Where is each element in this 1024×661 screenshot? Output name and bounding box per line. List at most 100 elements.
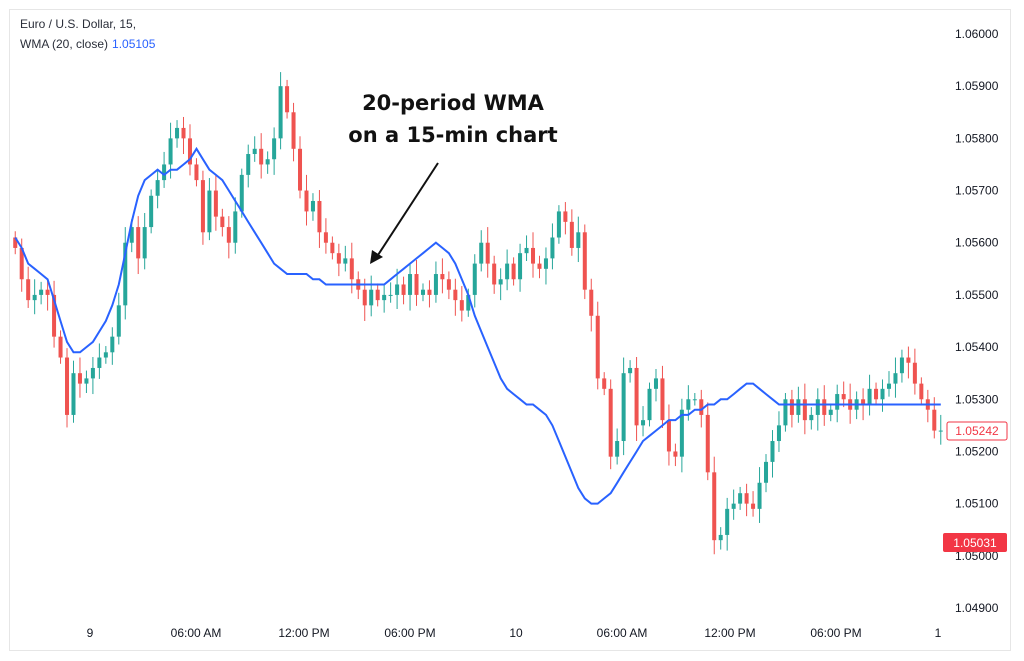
- candle-down: [537, 263, 542, 269]
- candle-up: [770, 441, 775, 462]
- candle-up: [382, 294, 387, 301]
- candle-up: [84, 378, 89, 384]
- candle-up: [408, 274, 413, 295]
- candle-up: [110, 336, 115, 353]
- x-tick-label: 10: [509, 626, 523, 640]
- candle-down: [906, 357, 911, 363]
- candle-up: [550, 237, 555, 259]
- candle-down: [26, 279, 31, 301]
- candle-down: [660, 378, 665, 421]
- candle-up: [233, 211, 238, 243]
- candle-up: [828, 409, 833, 415]
- candle-up: [647, 388, 652, 421]
- candle-up: [155, 180, 160, 196]
- candle-down: [595, 315, 600, 379]
- y-tick-label: 1.05200: [955, 444, 999, 458]
- candle-up: [867, 388, 872, 405]
- chart-frame: [9, 9, 1011, 651]
- candle-up: [938, 430, 943, 432]
- candle-up: [731, 503, 736, 509]
- candle-up: [149, 195, 154, 228]
- candle-up: [310, 200, 315, 212]
- candle-down: [19, 247, 24, 280]
- last-price-badge: 1.05031: [943, 533, 1007, 552]
- candle-up: [388, 294, 393, 296]
- candle-down: [531, 247, 536, 264]
- candle-down: [362, 289, 367, 306]
- candle-up: [162, 164, 167, 181]
- x-tick-label: 06:00 PM: [384, 626, 435, 640]
- y-tick-label: 1.06000: [955, 27, 999, 41]
- candle-down: [136, 227, 141, 259]
- candle-down: [751, 503, 756, 509]
- annotation-line-1: 20-period WMA: [362, 91, 545, 115]
- x-tick-label: 06:00 PM: [810, 626, 861, 640]
- candle-down: [349, 258, 354, 280]
- candle-down: [589, 289, 594, 316]
- candle-down: [841, 394, 846, 400]
- candle-down: [181, 127, 186, 139]
- candle-up: [71, 373, 76, 415]
- candle-up: [621, 373, 626, 442]
- wma-line: [14, 146, 941, 505]
- candle-down: [492, 263, 497, 285]
- candle-up: [175, 127, 180, 139]
- candle-down: [298, 148, 303, 191]
- candle-down: [563, 211, 568, 222]
- y-tick-label: 1.05000: [955, 549, 999, 563]
- candle-down: [861, 399, 866, 405]
- candle-up: [97, 357, 102, 368]
- candle-up: [880, 388, 885, 400]
- candle-down: [608, 388, 613, 457]
- candle-up: [39, 289, 44, 295]
- y-tick-label: 1.05900: [955, 79, 999, 93]
- candle-up: [738, 493, 743, 504]
- candle-up: [518, 253, 523, 280]
- candle-down: [582, 232, 587, 290]
- x-tick-label: 06:00 AM: [597, 626, 648, 640]
- x-tick-label: 06:00 AM: [171, 626, 222, 640]
- candle-down: [213, 190, 218, 217]
- candle-up: [809, 414, 814, 421]
- candle-up: [207, 190, 212, 233]
- candle-down: [45, 289, 50, 295]
- candle-up: [576, 232, 581, 248]
- candle-down: [414, 274, 419, 295]
- indicator-row: WMA (20, close) 1.05105: [20, 34, 155, 54]
- candle-down: [259, 148, 264, 165]
- x-tick-label: 12:00 PM: [278, 626, 329, 640]
- current-price-label: 1.05242: [955, 424, 999, 438]
- candle-up: [466, 294, 471, 311]
- candle-down: [485, 242, 490, 264]
- candle-down: [336, 253, 341, 264]
- current-price-badge: 1.05242: [946, 421, 1008, 441]
- candle-down: [401, 284, 406, 295]
- candle-up: [103, 352, 108, 358]
- candle-up: [628, 367, 633, 374]
- candle-up: [272, 138, 277, 160]
- candle-up: [757, 482, 762, 509]
- arrow-annotation: [370, 162, 439, 264]
- candle-down: [744, 493, 749, 504]
- candle-up: [796, 399, 801, 415]
- candle-down: [317, 200, 322, 233]
- candle-down: [874, 388, 879, 400]
- candle-up: [893, 373, 898, 384]
- candle-up: [524, 247, 529, 254]
- candle-up: [764, 461, 769, 483]
- candle-up: [32, 294, 37, 301]
- candle-down: [705, 414, 710, 473]
- candle-down: [200, 180, 205, 233]
- candle-up: [433, 274, 438, 295]
- candle-up: [369, 289, 374, 306]
- x-tick-label: 12:00 PM: [704, 626, 755, 640]
- y-tick-label: 1.04900: [955, 601, 999, 615]
- candle-up: [479, 242, 484, 264]
- candle-up: [815, 399, 820, 415]
- candle-down: [187, 138, 192, 165]
- chart-legend: Euro / U.S. Dollar, 15, WMA (20, close) 1…: [20, 14, 155, 54]
- candle-down: [291, 112, 296, 149]
- candle-up: [395, 284, 400, 295]
- candle-down: [511, 263, 516, 280]
